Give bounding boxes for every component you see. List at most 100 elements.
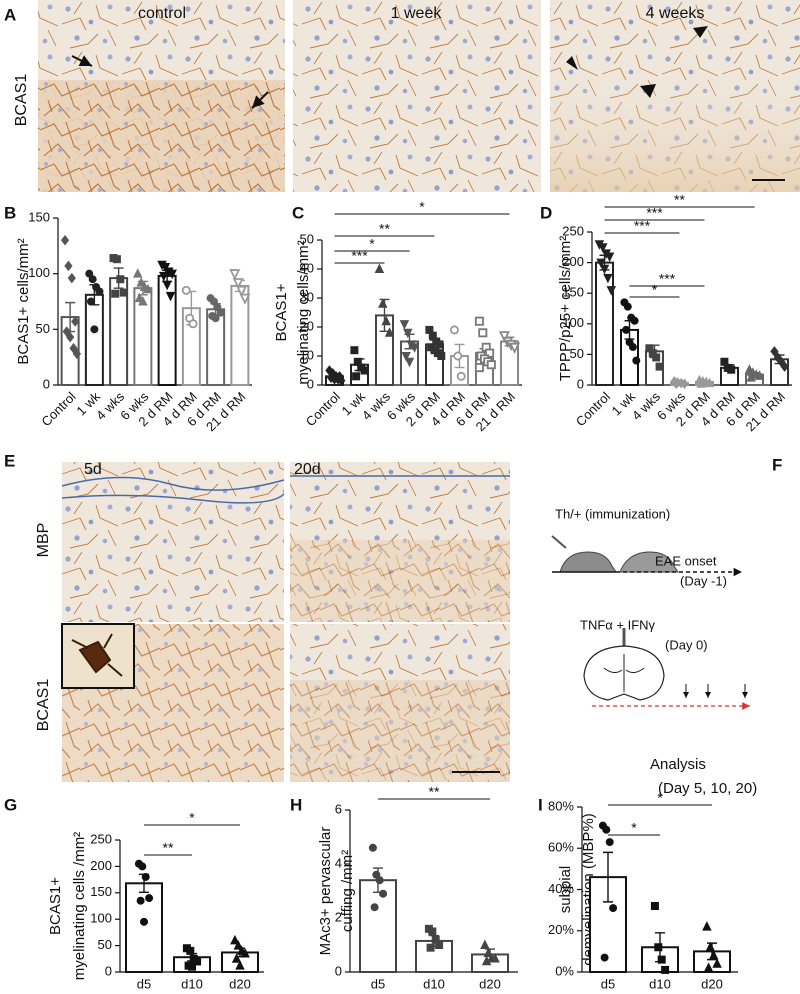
data-point: [139, 917, 148, 926]
x-tick-label: d10: [181, 976, 203, 991]
data-point: [661, 965, 670, 974]
data-point: [657, 955, 666, 964]
photo-row-a: control 1 week 4 weeks BCAS1: [13, 0, 800, 192]
y-axis-label: BCAS1+ cells/mm²: [15, 238, 32, 364]
y-axis-label: myelinating cells /mm²: [71, 832, 88, 980]
photo-texture: [290, 680, 510, 782]
data-point: [337, 375, 346, 386]
y-tick-label: 4: [335, 855, 342, 870]
data-point: [602, 825, 611, 834]
y-tick-label: 100: [90, 911, 112, 926]
data-point: [71, 316, 80, 327]
data-point: [609, 904, 618, 913]
panel-letter: A: [4, 5, 16, 24]
significance-label: **: [163, 840, 174, 856]
y-tick-label: 0: [577, 376, 584, 391]
data-point: [352, 372, 361, 381]
y-tick-label: 50: [36, 321, 50, 336]
x-tick-label: d10: [423, 976, 445, 991]
significance-label: **: [674, 192, 685, 208]
data-point: [509, 342, 521, 354]
y-tick-label: 60%: [548, 840, 574, 855]
data-point: [712, 958, 722, 968]
data-point: [165, 291, 176, 302]
significance-label: ***: [634, 218, 651, 234]
significance-label: *: [631, 820, 637, 836]
significance-label: *: [369, 236, 375, 252]
photo: [293, 0, 541, 192]
y-axis-label: cuffing /mm²: [339, 850, 356, 932]
y-tick-label: 50: [300, 231, 314, 246]
y-tick-label: 250: [562, 223, 584, 238]
data-point: [490, 953, 500, 963]
photo-texture: [290, 540, 510, 622]
data-point: [60, 235, 70, 246]
data-point: [88, 275, 97, 284]
data-point: [630, 316, 639, 325]
significance-label: **: [429, 784, 440, 800]
data-point: [770, 346, 779, 357]
data-point: [136, 277, 146, 287]
data-point: [229, 269, 241, 281]
y-tick-label: 2: [335, 909, 342, 924]
panel-letter: F: [772, 455, 782, 474]
data-point: [628, 343, 637, 352]
inset: [61, 623, 135, 689]
y-tick-label: 250: [90, 831, 112, 846]
photo-label: 4 weeks: [646, 5, 705, 22]
data-point: [485, 348, 495, 358]
y-tick-label: 0: [335, 963, 342, 978]
bar: [84, 293, 104, 387]
data-point: [145, 894, 154, 903]
y-tick-label: 10: [300, 347, 314, 362]
y-tick-label: 50: [98, 937, 112, 952]
data-point: [671, 378, 681, 390]
panel-letter: E: [4, 451, 15, 470]
data-point: [186, 946, 195, 955]
panel-letter: C: [292, 203, 304, 222]
arrow: [71, 55, 93, 67]
y-tick-label: 200: [90, 858, 112, 873]
panel-letter: H: [290, 795, 302, 814]
data-point: [368, 843, 377, 852]
photo: [62, 462, 284, 622]
data-point: [231, 953, 242, 963]
data-point: [727, 365, 736, 374]
y-tick-label: 200: [562, 254, 584, 269]
y-tick-label: 0%: [555, 963, 574, 978]
pia: [61, 475, 510, 504]
photo-label: 20d: [294, 461, 321, 478]
photo-texture: [38, 80, 285, 192]
data-point: [598, 243, 608, 253]
data-point: [704, 377, 715, 388]
data-point: [236, 285, 248, 297]
data-point: [600, 953, 609, 962]
data-point: [193, 957, 202, 966]
data-point: [409, 343, 420, 353]
data-point: [72, 348, 82, 360]
photo-shade: [550, 60, 800, 192]
data-point: [66, 331, 75, 343]
schematic-text: EAE onset: [655, 553, 717, 568]
y-tick-label: 20: [300, 318, 314, 333]
data-point: [143, 283, 153, 294]
data-point: [746, 372, 756, 382]
data-point: [428, 927, 437, 936]
bar: [125, 882, 163, 974]
data-point: [138, 296, 148, 306]
y-tick-label: 150: [90, 884, 112, 899]
data-point: [86, 297, 95, 306]
y-tick-label: 20%: [548, 922, 574, 937]
data-point: [116, 275, 125, 284]
data-point: [230, 934, 240, 945]
data-point: [705, 941, 716, 952]
data-point: [239, 293, 251, 305]
data-point: [483, 947, 494, 958]
data-point: [216, 308, 225, 317]
significance-label: ***: [646, 205, 663, 221]
data-point: [232, 278, 244, 290]
data-point: [62, 326, 71, 337]
panel-letter: I: [538, 795, 543, 814]
data-point: [235, 960, 245, 970]
data-point: [599, 264, 610, 275]
